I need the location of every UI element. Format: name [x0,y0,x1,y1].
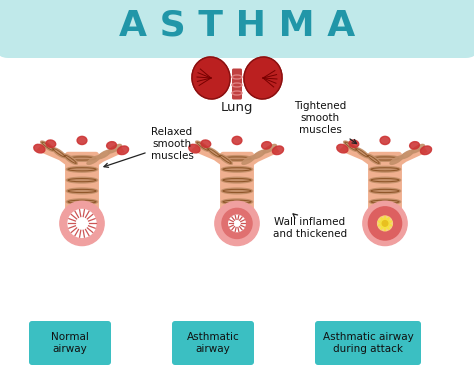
Ellipse shape [221,167,253,172]
Ellipse shape [369,210,401,215]
Ellipse shape [66,188,98,194]
FancyBboxPatch shape [315,321,421,365]
FancyBboxPatch shape [368,152,402,232]
Polygon shape [36,146,79,173]
FancyBboxPatch shape [65,152,99,232]
Ellipse shape [87,156,100,164]
Ellipse shape [196,141,210,151]
Ellipse shape [369,167,401,172]
Ellipse shape [77,136,87,144]
Ellipse shape [107,142,117,149]
Text: A S T H M A: A S T H M A [119,8,355,42]
FancyBboxPatch shape [172,321,254,365]
Ellipse shape [52,148,66,158]
FancyBboxPatch shape [232,68,242,100]
Ellipse shape [263,144,276,153]
Ellipse shape [66,199,98,205]
Ellipse shape [262,142,272,149]
Ellipse shape [98,150,110,159]
Text: Relaxed
smooth
muscles: Relaxed smooth muscles [104,127,193,167]
Text: Asthmatic airway
during attack: Asthmatic airway during attack [323,332,413,354]
Ellipse shape [349,140,359,147]
Ellipse shape [221,156,253,161]
Text: Wall inflamed
and thickened: Wall inflamed and thickened [273,214,347,239]
Circle shape [363,201,407,246]
Ellipse shape [410,142,419,149]
Ellipse shape [401,150,414,159]
Ellipse shape [369,156,401,161]
FancyBboxPatch shape [29,321,111,365]
Ellipse shape [420,146,431,155]
Polygon shape [378,216,392,231]
Ellipse shape [108,144,121,153]
Ellipse shape [390,156,403,164]
Ellipse shape [411,144,424,153]
Ellipse shape [66,167,98,172]
Circle shape [382,221,388,226]
Ellipse shape [369,188,401,194]
Ellipse shape [355,148,369,158]
Circle shape [68,209,96,237]
Ellipse shape [192,57,230,99]
Ellipse shape [380,136,390,144]
Ellipse shape [221,210,253,215]
Ellipse shape [273,146,283,155]
Circle shape [229,215,245,232]
Ellipse shape [219,154,232,164]
Ellipse shape [66,221,98,226]
Circle shape [60,201,104,246]
Polygon shape [339,146,382,173]
Ellipse shape [344,141,357,151]
Ellipse shape [207,148,221,158]
Ellipse shape [221,199,253,205]
Ellipse shape [369,199,401,205]
Ellipse shape [369,177,401,183]
Ellipse shape [66,210,98,215]
Ellipse shape [221,221,253,226]
Ellipse shape [201,140,211,147]
Ellipse shape [41,141,55,151]
Ellipse shape [118,146,128,155]
Polygon shape [191,146,234,173]
Ellipse shape [367,154,380,164]
FancyBboxPatch shape [0,0,474,58]
Ellipse shape [369,221,401,226]
Ellipse shape [242,156,255,164]
Ellipse shape [66,156,98,161]
Ellipse shape [46,140,56,147]
Ellipse shape [34,144,45,153]
Text: Lung: Lung [221,100,253,114]
Ellipse shape [253,150,265,159]
Ellipse shape [221,177,253,183]
Ellipse shape [189,144,200,153]
Ellipse shape [66,177,98,183]
Circle shape [368,207,401,240]
Circle shape [378,216,392,231]
Text: Tightened
smooth
muscles: Tightened smooth muscles [294,102,356,144]
Ellipse shape [337,144,348,153]
Polygon shape [85,147,125,173]
FancyBboxPatch shape [220,152,254,232]
Text: Normal
airway: Normal airway [51,332,89,354]
Polygon shape [388,147,428,173]
Ellipse shape [64,154,77,164]
Ellipse shape [232,136,242,144]
Ellipse shape [244,57,282,99]
Text: Asthmatic
airway: Asthmatic airway [187,332,239,354]
Circle shape [215,201,259,246]
Polygon shape [240,147,280,173]
Ellipse shape [221,188,253,194]
Circle shape [222,208,252,238]
